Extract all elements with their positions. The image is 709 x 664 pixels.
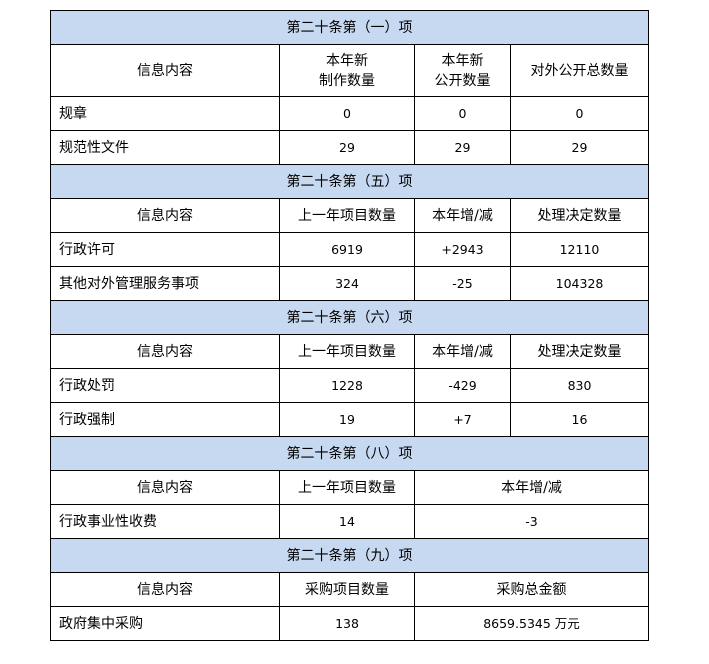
row-value: 324 <box>279 266 415 301</box>
column-header-row: 信息内容 上一年项目数量 本年增/减 <box>50 470 649 505</box>
table-row: 规章 0 0 0 <box>50 96 649 131</box>
row-label: 行政处罚 <box>50 368 280 403</box>
section-title: 第二十条第（六）项 <box>50 300 649 335</box>
row-label: 规章 <box>50 96 280 131</box>
section-title: 第二十条第（一）项 <box>50 10 649 45</box>
row-value: 12110 <box>510 232 649 267</box>
column-header: 采购项目数量 <box>279 572 415 607</box>
row-label: 行政许可 <box>50 232 280 267</box>
table-row: 行政许可 6919 +2943 12110 <box>50 232 649 267</box>
column-header: 对外公开总数量 <box>510 44 649 97</box>
table-row: 行政强制 19 +7 16 <box>50 402 649 437</box>
row-value: 830 <box>510 368 649 403</box>
table-row: 政府集中采购 138 8659.5345 万元 <box>50 606 649 641</box>
row-value: -25 <box>414 266 511 301</box>
table-row: 行政处罚 1228 -429 830 <box>50 368 649 403</box>
row-value: +2943 <box>414 232 511 267</box>
column-header-row: 信息内容 采购项目数量 采购总金额 <box>50 572 649 607</box>
row-value: 0 <box>279 96 415 131</box>
column-header: 信息内容 <box>50 470 280 505</box>
column-header: 信息内容 <box>50 572 280 607</box>
section-title: 第二十条第（九）项 <box>50 538 649 573</box>
table-row: 行政事业性收费 14 -3 <box>50 504 649 539</box>
row-value: +7 <box>414 402 511 437</box>
table-row: 规范性文件 29 29 29 <box>50 130 649 165</box>
column-header: 信息内容 <box>50 44 280 97</box>
section-header-row: 第二十条第（八）项 <box>50 436 649 471</box>
column-header: 信息内容 <box>50 334 280 369</box>
row-label: 行政强制 <box>50 402 280 437</box>
section-header-row: 第二十条第（六）项 <box>50 300 649 335</box>
row-value: 16 <box>510 402 649 437</box>
column-header: 本年增/减 <box>414 198 511 233</box>
row-value: 14 <box>279 504 415 539</box>
row-value: 104328 <box>510 266 649 301</box>
column-header: 处理决定数量 <box>510 198 649 233</box>
row-value: 0 <box>510 96 649 131</box>
column-header: 信息内容 <box>50 198 280 233</box>
row-label: 政府集中采购 <box>50 606 280 641</box>
column-header-row: 信息内容 本年新 制作数量 本年新 公开数量 对外公开总数量 <box>50 44 649 97</box>
section-title: 第二十条第（八）项 <box>50 436 649 471</box>
column-header: 本年新 制作数量 <box>279 44 415 97</box>
row-value: -429 <box>414 368 511 403</box>
row-value: 29 <box>510 130 649 165</box>
section-title: 第二十条第（五）项 <box>50 164 649 199</box>
column-header-row: 信息内容 上一年项目数量 本年增/减 处理决定数量 <box>50 198 649 233</box>
column-header: 上一年项目数量 <box>279 198 415 233</box>
row-value: 138 <box>279 606 415 641</box>
column-header: 上一年项目数量 <box>279 334 415 369</box>
column-header: 上一年项目数量 <box>279 470 415 505</box>
column-header-row: 信息内容 上一年项目数量 本年增/减 处理决定数量 <box>50 334 649 369</box>
row-value: 1228 <box>279 368 415 403</box>
table-row: 其他对外管理服务事项 324 -25 104328 <box>50 266 649 301</box>
row-value: 29 <box>414 130 511 165</box>
section-header-row: 第二十条第（一）项 <box>50 10 649 45</box>
row-value: 8659.5345 万元 <box>414 606 649 641</box>
column-header: 本年增/减 <box>414 334 511 369</box>
row-value: 0 <box>414 96 511 131</box>
row-value: 29 <box>279 130 415 165</box>
section-header-row: 第二十条第（九）项 <box>50 538 649 573</box>
column-header: 采购总金额 <box>414 572 649 607</box>
column-header: 本年新 公开数量 <box>414 44 511 97</box>
row-value: 19 <box>279 402 415 437</box>
section-header-row: 第二十条第（五）项 <box>50 164 649 199</box>
row-label: 规范性文件 <box>50 130 280 165</box>
column-header: 本年增/减 <box>414 470 649 505</box>
government-info-disclosure-table: 第二十条第（一）项 信息内容 本年新 制作数量 本年新 公开数量 对外公开总数量 规章 0 0… <box>50 10 649 641</box>
row-value: -3 <box>414 504 649 539</box>
row-label: 行政事业性收费 <box>50 504 280 539</box>
row-value: 6919 <box>279 232 415 267</box>
row-label: 其他对外管理服务事项 <box>50 266 280 301</box>
column-header: 处理决定数量 <box>510 334 649 369</box>
